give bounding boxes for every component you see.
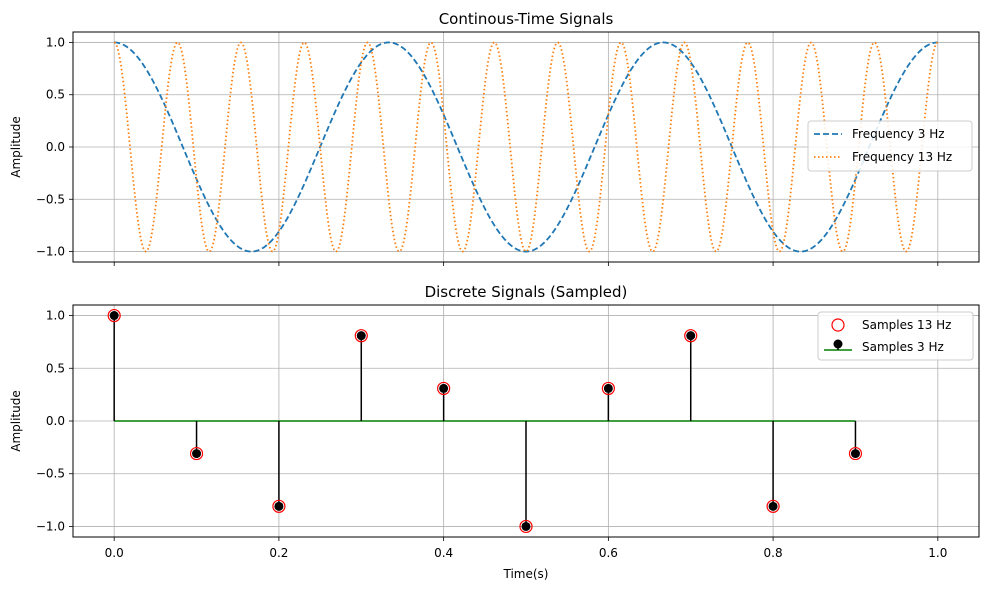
top-y-tick-label: −0.5: [36, 192, 65, 206]
sample-3hz-point: [521, 521, 531, 531]
top-subplot: −1.0 −0.5 0.0 0.5 1.0 Continous-Time Signals…: [9, 10, 980, 266]
top-legend-frame: [807, 120, 973, 172]
legend-label-13hz: Frequency 13 Hz: [852, 150, 952, 164]
bottom-y-tick-label: −0.5: [36, 467, 65, 481]
bottom-x-tick-label: 1.0: [928, 546, 947, 560]
top-ticks: −1.0 −0.5 0.0 0.5 1.0: [36, 35, 939, 266]
bottom-y-axis-label: Amplitude: [9, 390, 23, 452]
sample-3hz-point: [274, 501, 284, 511]
bottom-y-tick-label: 0.0: [46, 414, 65, 428]
sample-3hz-point: [109, 311, 119, 321]
sample-13hz-point: [601, 381, 615, 396]
sample-13hz-point: [684, 329, 698, 343]
bottom-x-tick-label: 0.8: [764, 546, 783, 560]
bottom-y-tick-label: 0.5: [46, 361, 65, 375]
top-legend: Frequency 3 Hz Frequency 13 Hz: [807, 120, 973, 172]
legend-marker-samples-3hz: [833, 339, 843, 349]
sample-13hz-point: [272, 499, 286, 513]
sample-13hz-point: [848, 446, 863, 461]
line-3hz: [114, 41, 938, 253]
sample-3hz-point: [768, 501, 778, 511]
sample-3hz-point: [686, 331, 696, 341]
sample-13hz-point: [189, 446, 204, 461]
top-chart-title: Continous-Time Signals: [439, 10, 614, 28]
sample-3hz-point: [603, 383, 613, 393]
bottom-x-tick-label: 0.0: [105, 546, 124, 560]
bottom-stems: [107, 308, 863, 534]
bottom-x-axis-label: Time(s): [503, 567, 549, 581]
sample-13hz-point: [354, 329, 368, 343]
top-y-tick-label: −1.0: [36, 245, 65, 259]
bottom-y-tick-label: −1.0: [36, 519, 65, 533]
top-grid: [73, 32, 979, 262]
top-y-tick-label: 0.0: [46, 140, 65, 154]
top-y-axis-label: Amplitude: [9, 116, 23, 178]
sample-3hz-point: [192, 449, 202, 459]
bottom-legend-frame: [817, 311, 974, 361]
top-series-lines: [113, 41, 939, 253]
bottom-x-tick-label: 0.4: [434, 546, 453, 560]
sample-13hz-point: [766, 499, 780, 513]
legend-label-samples-13hz: Samples 13 Hz: [862, 318, 951, 332]
bottom-x-tick-label: 0.2: [269, 546, 288, 560]
sample-3hz-point: [439, 383, 449, 393]
legend-label-samples-3hz: Samples 3 Hz: [862, 340, 944, 354]
bottom-legend: Samples 13 Hz Samples 3 Hz: [817, 311, 974, 361]
bottom-ticks: 0.0 0.2 0.4 0.6 0.8 1.0 −1.0 −0.5 0.0 0.5 1.0: [36, 309, 948, 560]
top-y-tick-label: 1.0: [46, 35, 65, 49]
sample-3hz-point: [356, 331, 366, 341]
top-y-tick-label: 0.5: [46, 88, 65, 102]
bottom-chart-title: Discrete Signals (Sampled): [425, 283, 628, 301]
sample-13hz-point: [437, 381, 451, 396]
sample-13hz-point: [107, 308, 121, 323]
legend-label-3hz: Frequency 3 Hz: [852, 127, 945, 141]
legend-marker-samples-13hz: [831, 318, 845, 332]
sample-3hz-point: [850, 449, 860, 459]
bottom-x-tick-label: 0.6: [599, 546, 618, 560]
sample-13hz-point: [519, 519, 533, 534]
bottom-subplot: 0.0 0.2 0.4 0.6 0.8 1.0 −1.0 −0.5 0.0 0.5 1.0 Disc…: [9, 283, 980, 581]
bottom-y-tick-label: 1.0: [46, 309, 65, 323]
